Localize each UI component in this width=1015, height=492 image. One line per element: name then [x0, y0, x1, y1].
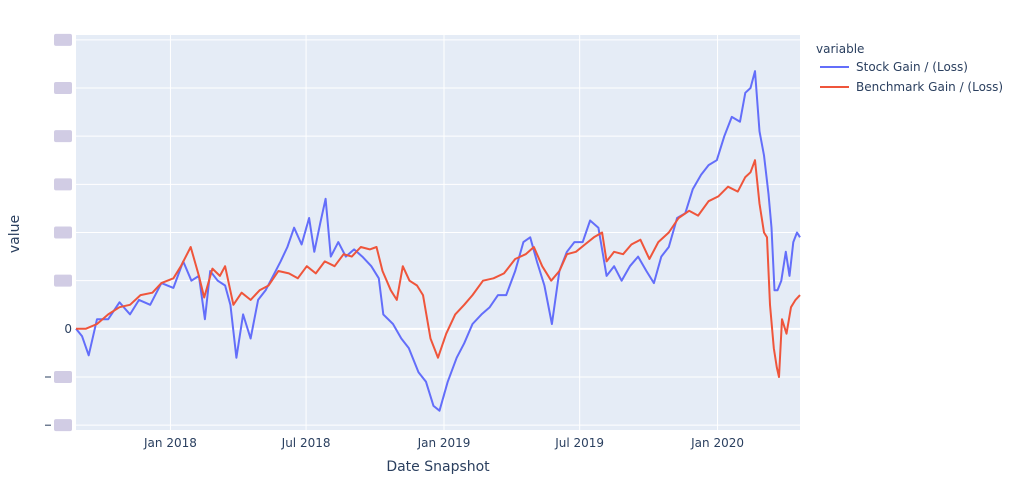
grid-lines: [76, 35, 800, 430]
x-tick-label: Jul 2018: [281, 436, 331, 450]
y-axis: 0: [45, 33, 72, 432]
y-tick-label-obscured: [54, 419, 72, 432]
legend-label-stock: Stock Gain / (Loss): [856, 60, 968, 74]
y-tick-label-obscured: [54, 226, 72, 239]
series-layer: [75, 70, 801, 412]
x-axis-title: Date Snapshot: [386, 459, 490, 475]
y-tick-label-obscured: [54, 81, 72, 94]
x-axis: Jan 2018 Jul 2018 Jan 2019 Jul 2019 Jan 2020: [143, 436, 744, 450]
y-tick-label-obscured: [54, 130, 72, 143]
y-tick-label-obscured: [54, 33, 72, 46]
y-axis-title: value: [7, 215, 23, 253]
y-tick-label-obscured: [54, 371, 72, 384]
x-tick-label: Jul 2019: [554, 436, 604, 450]
series-line-stock: [75, 70, 801, 412]
x-tick-label: Jan 2020: [690, 436, 744, 450]
legend[interactable]: variable Stock Gain / (Loss) Benchmark G…: [816, 42, 1003, 94]
x-tick-label: Jan 2019: [417, 436, 471, 450]
y-tick-label: 0: [64, 322, 72, 336]
series-line-benchmark: [76, 159, 801, 378]
legend-item-benchmark[interactable]: Benchmark Gain / (Loss): [820, 80, 1003, 94]
legend-title: variable: [816, 42, 864, 56]
x-tick-label: Jan 2018: [143, 436, 197, 450]
y-tick-label-obscured: [54, 178, 72, 191]
legend-label-benchmark: Benchmark Gain / (Loss): [856, 80, 1003, 94]
legend-item-stock[interactable]: Stock Gain / (Loss): [820, 60, 968, 74]
y-tick-label-obscured: [54, 274, 72, 287]
